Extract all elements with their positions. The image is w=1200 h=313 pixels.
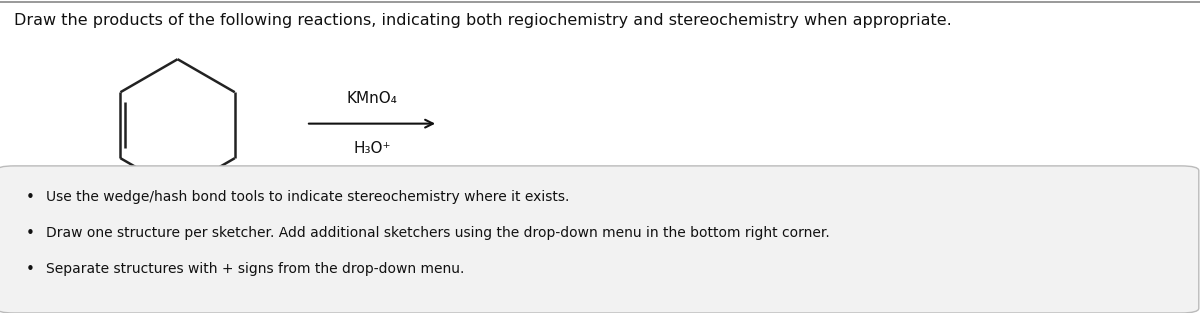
Text: Draw the products of the following reactions, indicating both regiochemistry and: Draw the products of the following react…	[14, 13, 952, 28]
Text: •: •	[25, 190, 35, 205]
Text: Separate structures with + signs from the drop-down menu.: Separate structures with + signs from th…	[46, 262, 464, 276]
Text: KMnO₄: KMnO₄	[347, 91, 397, 106]
Text: Use the wedge/hash bond tools to indicate stereochemistry where it exists.: Use the wedge/hash bond tools to indicat…	[46, 190, 569, 204]
Text: •: •	[25, 262, 35, 277]
Text: Draw one structure per sketcher. Add additional sketchers using the drop-down me: Draw one structure per sketcher. Add add…	[46, 226, 829, 240]
Text: •: •	[25, 226, 35, 241]
Text: H₃O⁺: H₃O⁺	[353, 141, 391, 156]
FancyBboxPatch shape	[0, 166, 1199, 313]
